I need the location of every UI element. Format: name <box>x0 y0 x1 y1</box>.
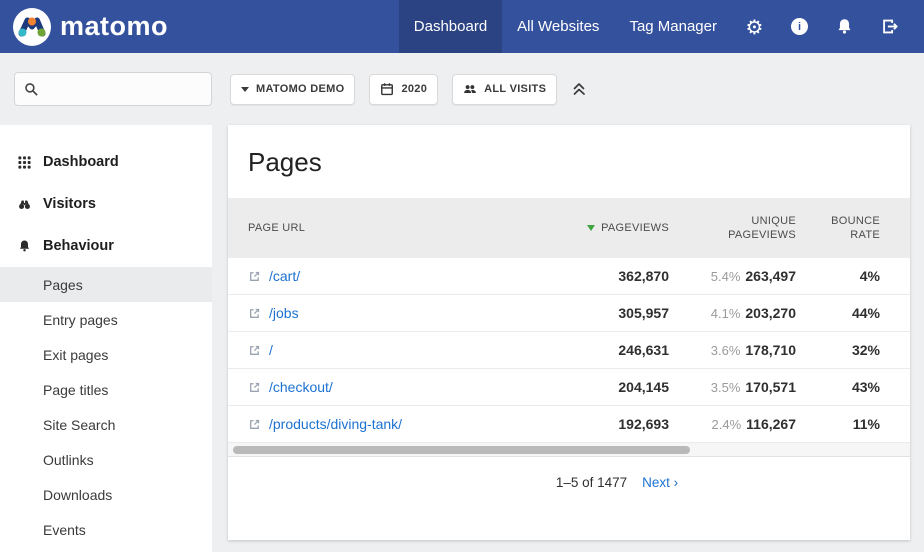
bounce-rate-value: 11% <box>852 416 880 432</box>
collapse-selectors-icon[interactable] <box>571 81 587 97</box>
column-pageviews[interactable]: Pageviews <box>519 221 669 235</box>
search-input[interactable] <box>45 81 221 97</box>
external-link-icon[interactable] <box>248 381 261 394</box>
page-url-link[interactable]: /products/diving-tank/ <box>269 416 403 432</box>
pagination-next-link[interactable]: Next › <box>642 475 679 490</box>
page-url-link[interactable]: /checkout/ <box>269 379 333 395</box>
site-selector-button[interactable]: MATOMO DEMO <box>230 73 356 105</box>
brand-name: matomo <box>60 11 169 41</box>
sidebar-item-entry-pages[interactable]: Entry pages <box>43 311 118 328</box>
segment-selector-button[interactable]: ALL VISITS <box>452 73 558 105</box>
search-box[interactable] <box>14 72 221 106</box>
search-icon <box>24 82 39 97</box>
page-url-link[interactable]: / <box>269 342 273 358</box>
calendar-icon <box>380 82 394 96</box>
brand[interactable]: matomo <box>0 0 168 53</box>
sidebar-item-behaviour[interactable]: Behaviour <box>0 225 212 267</box>
external-link-icon[interactable] <box>248 418 261 431</box>
table-header: Page URL Pageviews Unique Pageviews Boun… <box>228 198 910 258</box>
table-row: /cart/ 362,870 5.4% 263,497 4% <box>228 258 910 295</box>
pageviews-value: 204,145 <box>618 379 669 395</box>
table-row: /products/diving-tank/ 192,693 2.4% 116,2… <box>228 406 910 443</box>
nav-tag-manager[interactable]: Tag Manager <box>629 18 717 35</box>
bounce-rate-value: 32% <box>851 342 880 358</box>
sidebar-item-outlinks[interactable]: Outlinks <box>43 451 94 468</box>
nav-all-websites[interactable]: All Websites <box>517 18 600 35</box>
sidebar-item-events[interactable]: Events <box>43 521 86 538</box>
pagination-range: 1–5 of 1477 <box>555 475 628 490</box>
sidebar: Dashboard Visitors Behaviour Pages Entry… <box>0 125 212 552</box>
period-selector-button[interactable]: 2020 <box>369 73 439 105</box>
sidebar-item-pages[interactable]: Pages <box>0 267 212 302</box>
bounce-rate-value: 43% <box>851 379 880 395</box>
toolbar: MATOMO DEMO 2020 ALL VISITS <box>0 53 924 125</box>
users-icon <box>463 82 477 96</box>
nav-icons: ⚙ i <box>732 0 912 53</box>
pageviews-value: 192,693 <box>618 416 669 432</box>
signout-icon[interactable] <box>867 18 912 35</box>
page-url-link[interactable]: /jobs <box>269 305 299 321</box>
top-navbar: matomo Dashboard All Websites Tag Manage… <box>0 0 924 53</box>
unique-pageviews-value: 4.1% 203,270 <box>710 305 796 321</box>
pageviews-value: 246,631 <box>618 342 669 358</box>
grid-icon <box>18 155 31 169</box>
unique-pageviews-value: 5.4% 263,497 <box>710 268 796 284</box>
unique-pageviews-value: 3.5% 170,571 <box>710 379 796 395</box>
sidebar-item-dashboard[interactable]: Dashboard <box>0 141 212 183</box>
report-title: Pages <box>248 147 322 177</box>
scrollbar-thumb[interactable] <box>233 446 690 454</box>
column-page-url[interactable]: Page URL <box>248 222 306 234</box>
sidebar-item-site-search[interactable]: Site Search <box>43 416 116 433</box>
table-row: / 246,631 3.6% 178,710 32% <box>228 332 910 369</box>
caret-down-icon <box>241 86 249 92</box>
external-link-icon[interactable] <box>248 344 261 357</box>
sidebar-item-page-titles[interactable]: Page titles <box>43 381 109 398</box>
table-row: /checkout/ 204,145 3.5% 170,571 43% <box>228 369 910 406</box>
sidebar-item-visitors[interactable]: Visitors <box>0 183 212 225</box>
sidebar-item-exit-pages[interactable]: Exit pages <box>43 346 109 363</box>
column-unique-pageviews[interactable]: Unique Pageviews <box>728 215 796 241</box>
unique-pageviews-value: 2.4% 116,267 <box>711 416 796 432</box>
binoculars-icon <box>18 197 31 212</box>
bounce-rate-value: 44% <box>851 305 880 321</box>
pageviews-value: 362,870 <box>618 268 669 284</box>
pageviews-value: 305,957 <box>618 305 669 321</box>
unique-pageviews-value: 3.6% 178,710 <box>710 342 796 358</box>
horizontal-scrollbar[interactable] <box>228 443 910 457</box>
table-row: /jobs 305,957 4.1% 203,270 44% <box>228 295 910 332</box>
sort-desc-icon <box>587 225 596 231</box>
sidebar-item-downloads[interactable]: Downloads <box>43 486 113 503</box>
notifications-icon[interactable] <box>822 18 867 35</box>
bounce-rate-value: 4% <box>859 268 880 284</box>
pagination: 1–5 of 1477 Next › <box>228 457 910 490</box>
report-card: Pages Page URL Pageviews Unique Pageview… <box>228 125 910 540</box>
column-bounce-rate[interactable]: Bounce Rate <box>831 215 880 241</box>
settings-icon[interactable]: ⚙ <box>745 14 764 39</box>
main-nav: Dashboard All Websites Tag Manager <box>398 0 732 53</box>
page-url-link[interactable]: /cart/ <box>269 268 301 284</box>
nav-dashboard[interactable]: Dashboard <box>398 0 503 53</box>
bell-icon <box>18 239 31 253</box>
matomo-logo-icon <box>13 7 51 46</box>
info-icon[interactable]: i <box>777 18 822 35</box>
external-link-icon[interactable] <box>248 270 261 283</box>
external-link-icon[interactable] <box>248 307 261 320</box>
